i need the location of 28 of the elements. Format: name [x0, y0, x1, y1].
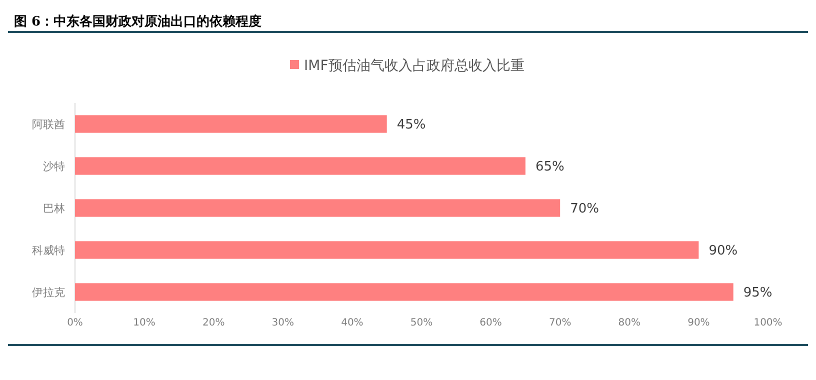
y-tick-label: 科威特: [32, 244, 65, 257]
y-tick-label: 巴林: [43, 202, 65, 215]
chart-title: 图 6：中东各国财政对原油出口的依赖程度: [14, 14, 262, 30]
legend-label: IMF预估油气收入占政府总收入比重: [304, 58, 524, 74]
x-tick-label: 60%: [480, 318, 502, 328]
x-tick-label: 20%: [202, 318, 225, 328]
x-tick-label: 80%: [618, 318, 641, 328]
data-label: 90%: [708, 244, 738, 259]
bar: [75, 199, 560, 217]
x-tick-label: 90%: [688, 318, 710, 328]
data-label: 45%: [396, 118, 426, 133]
y-tick-label: 阿联酋: [32, 118, 65, 131]
bar: [75, 241, 699, 259]
x-tick-label: 40%: [341, 318, 364, 328]
data-label: 65%: [535, 160, 564, 175]
y-tick-label: 伊拉克: [32, 286, 65, 299]
y-tick-label: 沙特: [43, 160, 65, 173]
bar: [75, 283, 734, 301]
x-tick-label: 70%: [548, 318, 572, 328]
bar: [75, 157, 526, 175]
data-label: 95%: [743, 286, 772, 301]
x-tick-label: 50%: [410, 318, 433, 328]
x-tick-label: 30%: [272, 318, 294, 328]
x-tick-label: 10%: [133, 318, 156, 328]
data-label: 70%: [570, 202, 600, 217]
bar: [75, 115, 387, 133]
x-tick-label: 100%: [754, 318, 782, 328]
x-tick-label: 0%: [67, 318, 83, 328]
